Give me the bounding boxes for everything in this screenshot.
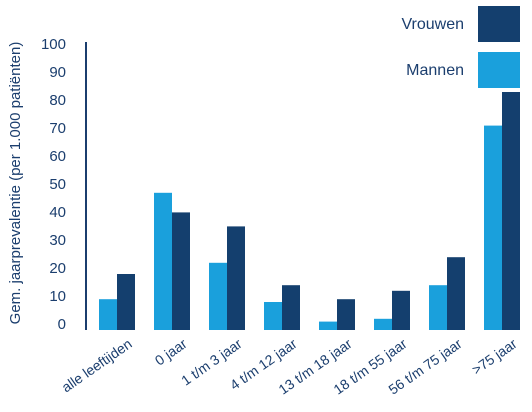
y-tick-label: 70	[49, 120, 66, 137]
bar-mannen	[429, 285, 447, 330]
y-tick-label: 30	[49, 232, 66, 249]
bar-mannen	[154, 192, 172, 330]
legend-swatch-mannen	[478, 52, 520, 88]
x-category-label: >75 jaar	[469, 335, 520, 378]
bar-mannen	[99, 299, 117, 330]
bar-vrouwen	[392, 290, 410, 330]
bar-mannen	[264, 302, 282, 330]
y-tick-label: 40	[49, 204, 66, 221]
y-tick-label: 50	[49, 176, 66, 193]
y-tick-label: 90	[49, 64, 66, 81]
bar-vrouwen	[227, 226, 245, 330]
legend-swatch-vrouwen	[478, 6, 520, 42]
bar-mannen	[319, 321, 337, 330]
legend: Vrouwen Mannen	[401, 6, 520, 88]
y-tick-label: 10	[49, 288, 66, 305]
x-category-label: alle leeftijden	[59, 335, 135, 395]
y-axis-label: Gem. jaarprevalentie (per 1.000 patiënte…	[7, 42, 24, 325]
bar-vrouwen	[117, 274, 135, 330]
bar-mannen	[484, 125, 502, 330]
bar-mannen	[374, 318, 392, 330]
bar-vrouwen	[502, 92, 520, 330]
bar-mannen	[209, 262, 227, 330]
y-axis-ticks: 0 10 20 30 40 50 60 70 80 90 100	[41, 36, 66, 333]
bar-vrouwen	[172, 212, 190, 330]
bars	[99, 92, 520, 330]
y-tick-label: 0	[58, 316, 66, 333]
x-category-label: 0 jaar	[152, 335, 190, 368]
y-tick-label: 80	[49, 92, 66, 109]
y-tick-label: 60	[49, 148, 66, 165]
legend-label-vrouwen: Vrouwen	[401, 16, 464, 33]
bar-vrouwen	[447, 257, 465, 330]
y-tick-label: 100	[41, 36, 66, 53]
legend-label-mannen: Mannen	[406, 62, 464, 79]
bar-vrouwen	[337, 299, 355, 330]
y-tick-label: 20	[49, 260, 66, 277]
bar-vrouwen	[282, 285, 300, 330]
